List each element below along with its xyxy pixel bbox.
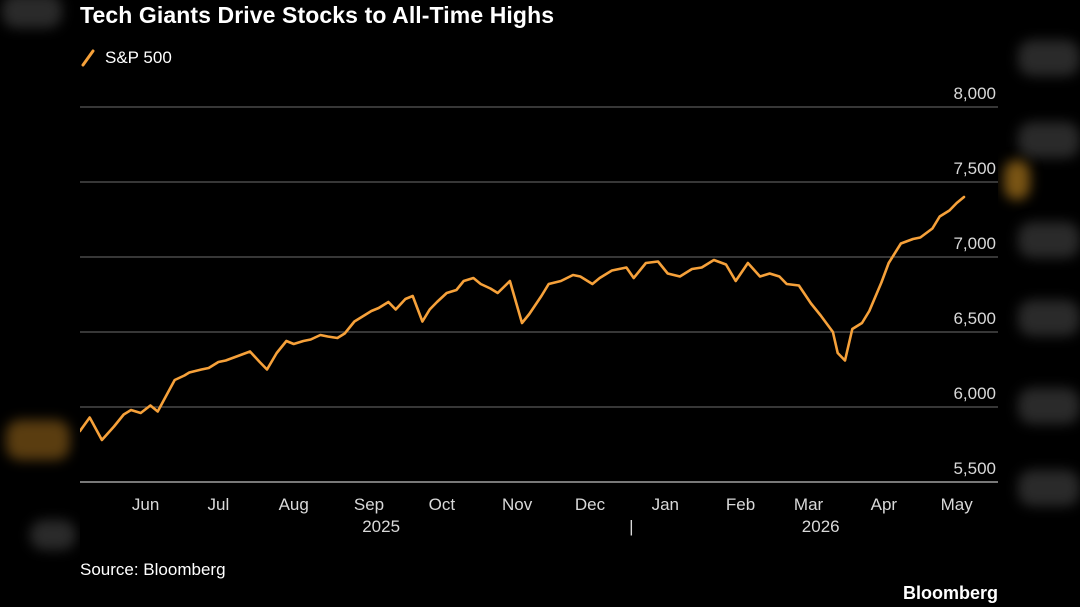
x-tick-label: Feb (726, 495, 755, 514)
y-tick-label: 6,500 (953, 309, 996, 328)
x-tick-label: Nov (502, 495, 533, 514)
x-tick-label: Oct (429, 495, 456, 514)
line-chart: 5,500 6,000 6,500 7,000 7,500 8,000 Jun Jul Aug… (80, 84, 998, 536)
x-tick-label: Apr (871, 495, 898, 514)
year-label: 2025 (362, 517, 400, 536)
legend-label: S&P 500 (105, 48, 172, 67)
source-note: Source: Bloomberg (80, 560, 226, 579)
y-tick-label: 5,500 (953, 459, 996, 478)
blurred-shape (30, 520, 76, 550)
left-blurred-background (0, 0, 80, 607)
x-tick-label: Sep (354, 495, 384, 514)
y-tick-label: 7,500 (953, 159, 996, 178)
year-label: 2026 (802, 517, 840, 536)
blurred-shape (1004, 160, 1030, 200)
blurred-shape (1018, 122, 1080, 158)
x-tick-label: Jul (208, 495, 230, 514)
blurred-shape (1018, 40, 1080, 76)
chart-frame: Tech Giants Drive Stocks to All-Time Hig… (80, 0, 998, 607)
x-tick-label: May (941, 495, 974, 514)
blurred-shape (1018, 222, 1080, 258)
chart-title: Tech Giants Drive Stocks to All-Time Hig… (80, 2, 555, 28)
gridlines (80, 106, 998, 408)
blurred-shape (1018, 300, 1080, 336)
x-tick-label: Mar (794, 495, 824, 514)
bloomberg-logo: Bloomberg (902, 583, 998, 603)
y-tick-label: 8,000 (953, 84, 996, 103)
y-axis-ticks: 5,500 6,000 6,500 7,000 7,500 8,000 (953, 84, 996, 478)
legend-line-icon (81, 49, 95, 67)
blurred-shape (6, 420, 70, 460)
year-separator: | (629, 517, 633, 536)
blurred-shape (1018, 388, 1080, 424)
x-tick-label: Aug (279, 495, 309, 514)
x-tick-label: Jan (652, 495, 679, 514)
y-tick-label: 6,000 (953, 384, 996, 403)
y-tick-label: 7,000 (953, 234, 996, 253)
right-blurred-background (998, 0, 1080, 607)
chart-legend: S&P 500 (80, 47, 172, 69)
blurred-shape (2, 0, 62, 28)
x-axis: Jun Jul Aug Sep Oct Nov Dec Jan Feb Mar Apr May 2025… (80, 481, 998, 536)
series-line-sp500 (80, 195, 966, 442)
x-tick-label: Dec (575, 495, 606, 514)
blurred-shape (1018, 470, 1080, 506)
x-tick-label: Jun (132, 495, 159, 514)
